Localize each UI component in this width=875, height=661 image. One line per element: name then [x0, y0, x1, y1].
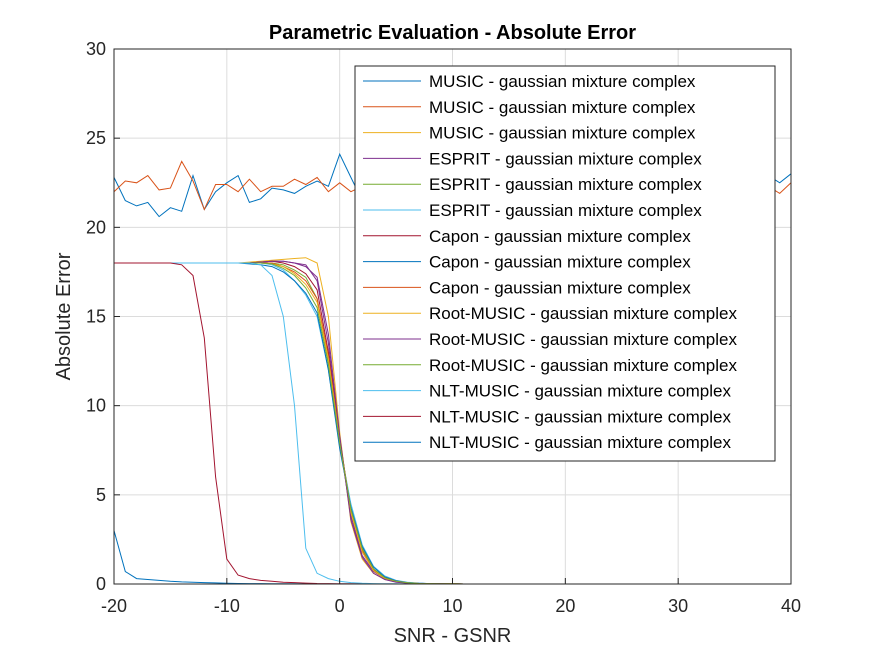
legend-entry: Capon - gaussian mixture complex — [429, 278, 691, 297]
x-tick-label: 40 — [781, 596, 801, 616]
x-tick-label: -20 — [101, 596, 127, 616]
x-tick-label: 20 — [555, 596, 575, 616]
y-tick-label: 5 — [96, 485, 106, 505]
legend-entry: MUSIC - gaussian mixture complex — [429, 72, 696, 91]
legend-entry: Root-MUSIC - gaussian mixture complex — [429, 330, 737, 349]
y-tick-label: 10 — [86, 396, 106, 416]
legend-entry: Root-MUSIC - gaussian mixture complex — [429, 356, 737, 375]
y-tick-label: 25 — [86, 128, 106, 148]
legend-entry: ESPRIT - gaussian mixture complex — [429, 149, 702, 168]
y-tick-label: 15 — [86, 307, 106, 327]
x-tick-label: 10 — [442, 596, 462, 616]
legend: MUSIC - gaussian mixture complex MUSIC - … — [354, 65, 776, 462]
legend-entry: Capon - gaussian mixture complex — [429, 253, 691, 272]
x-tick-label: 0 — [335, 596, 345, 616]
legend-entry: MUSIC - gaussian mixture complex — [429, 124, 696, 143]
legend-entry: Capon - gaussian mixture complex — [429, 227, 691, 246]
legend-entry: Root-MUSIC - gaussian mixture complex — [429, 304, 737, 323]
y-tick-label: 20 — [86, 217, 106, 237]
legend-entry: MUSIC - gaussian mixture complex — [429, 98, 696, 117]
legend-entry: NLT-MUSIC - gaussian mixture complex — [429, 407, 731, 426]
legend-entry: ESPRIT - gaussian mixture complex — [429, 201, 702, 220]
y-axis-label: Absolute Error — [53, 252, 75, 380]
y-tick-label: 0 — [96, 574, 106, 594]
legend-entry: ESPRIT - gaussian mixture complex — [429, 175, 702, 194]
x-tick-label: 30 — [668, 596, 688, 616]
y-tick-label: 30 — [86, 39, 106, 59]
legend-box — [354, 65, 776, 462]
ticks: -20 -10 0 10 20 30 40 0 5 10 15 20 25 30 — [86, 39, 801, 616]
legend-entry: NLT-MUSIC - gaussian mixture complex — [429, 433, 731, 452]
x-axis-label: SNR - GSNR — [394, 625, 512, 647]
x-tick-label: -10 — [214, 596, 240, 616]
chart-title: Parametric Evaluation - Absolute Error — [269, 22, 636, 44]
legend-entry: NLT-MUSIC - gaussian mixture complex — [429, 382, 731, 401]
